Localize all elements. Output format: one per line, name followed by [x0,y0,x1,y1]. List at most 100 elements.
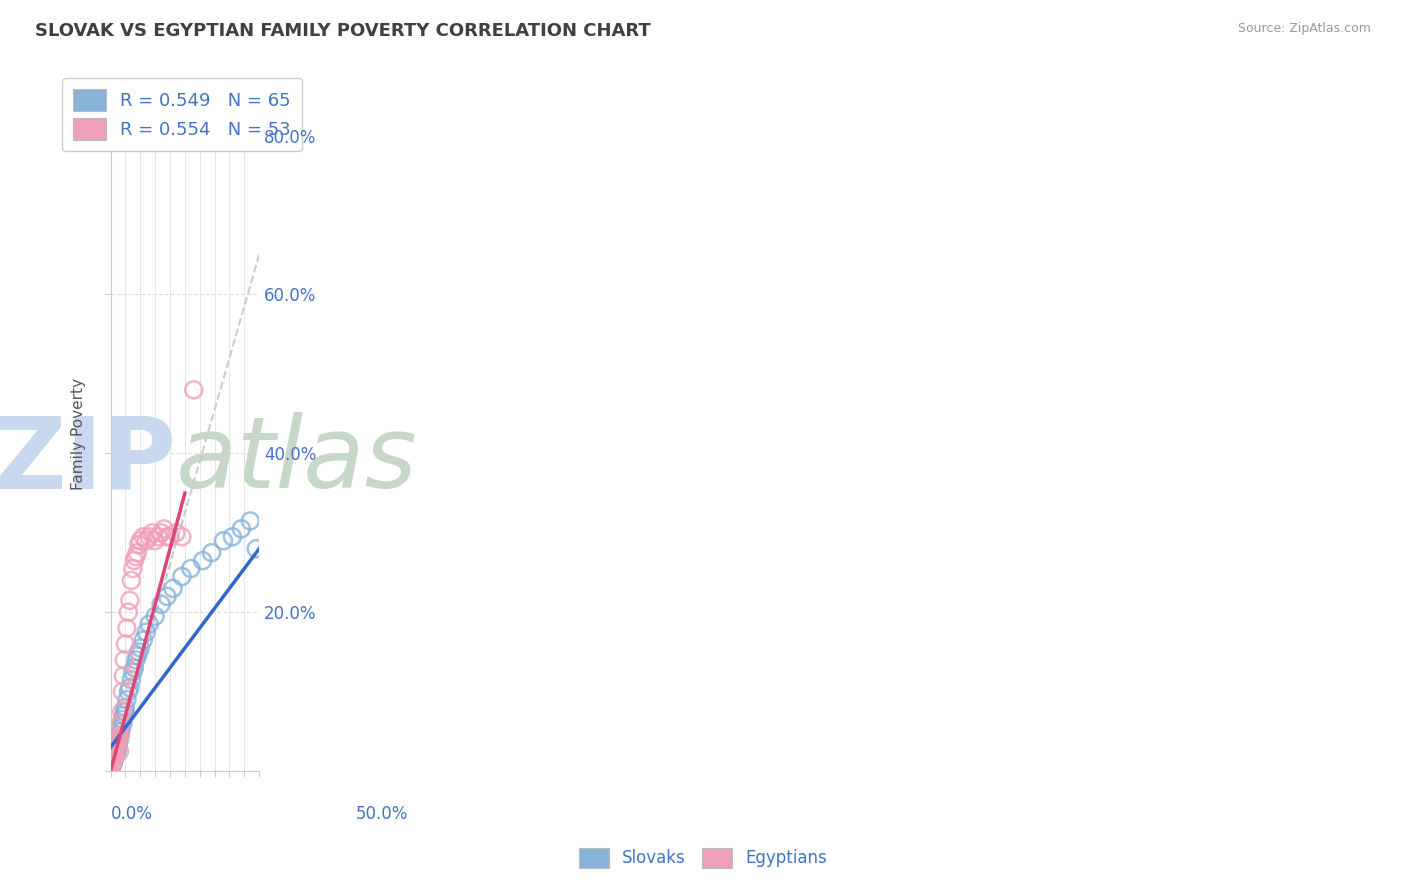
Point [100,760,122,774]
Point [118,681,141,695]
Point [103,751,125,765]
Point [101,756,124,770]
Point [111,713,134,727]
Point [101,755,124,769]
Point [112,653,135,667]
Point [132,530,155,544]
Point [107,732,129,747]
Point [100,757,122,772]
Point [120,673,142,687]
Point [156,530,179,544]
Point [146,530,169,544]
Point [117,605,139,619]
Point [118,593,141,607]
Point [104,749,127,764]
Point [111,716,134,731]
Text: SLOVAK VS EGYPTIAN FAMILY POVERTY CORRELATION CHART: SLOVAK VS EGYPTIAN FAMILY POVERTY CORREL… [35,22,651,40]
Point [114,637,136,651]
Point [245,541,267,556]
Point [107,734,129,748]
Point [100,757,122,772]
Point [125,549,148,564]
Text: Source: ZipAtlas.com: Source: ZipAtlas.com [1237,22,1371,36]
Point [108,728,131,742]
Text: 0.0%: 0.0% [111,805,152,823]
Point [103,751,125,765]
Point [129,533,152,548]
Point [100,760,122,774]
Text: 50.0%: 50.0% [356,805,408,823]
Point [221,530,243,544]
Point [212,533,235,548]
Legend: Slovaks, Egyptians: Slovaks, Egyptians [572,841,834,875]
Point [103,749,125,764]
Text: atlas: atlas [176,412,418,509]
Point [141,525,163,540]
Point [103,756,125,771]
Point [201,546,224,560]
Point [138,617,160,632]
Point [104,744,127,758]
Point [107,736,129,750]
Point [105,746,128,760]
Point [105,744,128,758]
Point [100,761,122,775]
Point [110,716,132,731]
Point [115,621,138,635]
Point [101,756,124,770]
Point [143,533,166,548]
Y-axis label: Family Poverty: Family Poverty [72,377,86,490]
Point [100,759,122,773]
Point [105,745,128,759]
Point [105,740,128,755]
Point [170,569,193,583]
Point [104,748,127,763]
Point [183,383,205,397]
Point [101,753,124,767]
Point [125,653,148,667]
Legend: R = 0.549   N = 65, R = 0.554   N = 53: R = 0.549 N = 65, R = 0.554 N = 53 [62,78,301,151]
Point [103,752,125,766]
Point [135,625,157,640]
Point [108,734,131,748]
Point [124,661,146,675]
Point [180,561,202,575]
Point [143,609,166,624]
Point [129,640,152,655]
Point [105,736,128,750]
Point [104,740,127,755]
Point [112,669,135,683]
Point [110,724,132,739]
Point [114,700,136,714]
Point [103,748,125,763]
Point [105,742,128,756]
Point [231,522,253,536]
Point [112,708,135,723]
Point [100,759,122,773]
Point [100,756,122,771]
Point [104,747,127,762]
Point [138,530,160,544]
Point [156,590,179,604]
Point [165,525,187,540]
Point [170,530,193,544]
Point [101,756,124,771]
Point [132,633,155,648]
Point [111,684,134,698]
Point [153,522,176,536]
Point [159,530,181,544]
Point [110,721,132,735]
Point [135,533,157,548]
Point [105,739,128,753]
Point [115,692,138,706]
Point [127,648,149,663]
Point [104,747,127,761]
Point [108,732,131,747]
Point [104,750,127,764]
Point [103,747,125,761]
Point [108,731,131,745]
Point [101,756,124,771]
Point [124,553,146,567]
Point [191,553,214,567]
Point [108,728,131,742]
